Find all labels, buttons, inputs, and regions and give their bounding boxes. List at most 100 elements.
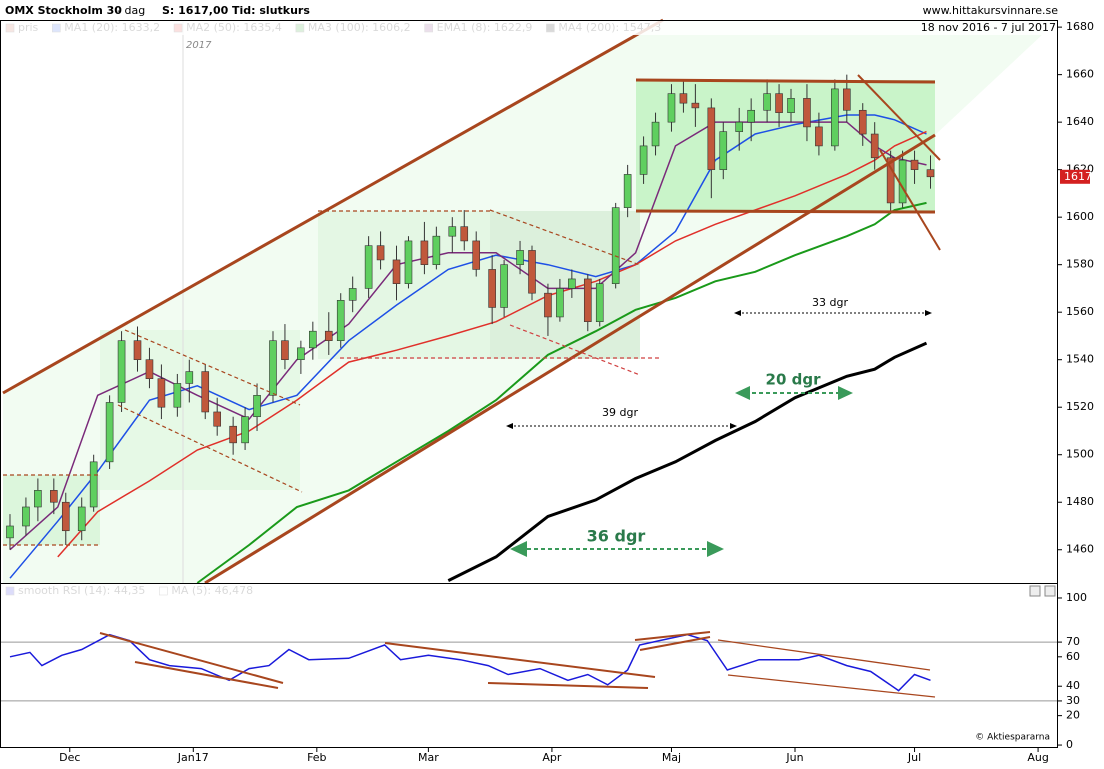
arrow-head	[734, 310, 741, 316]
candle-body	[173, 383, 182, 408]
candle-body	[583, 278, 592, 322]
candle-body	[568, 278, 576, 289]
trend-line	[124, 329, 301, 406]
y-tick-label: 1540	[1066, 353, 1094, 366]
candle-body	[145, 359, 154, 380]
y-tick-label: 1480	[1066, 495, 1094, 508]
x-tick-label: Mar	[418, 751, 439, 764]
candle-body	[735, 121, 744, 132]
candle-body	[611, 207, 620, 284]
candle-body	[544, 292, 552, 318]
trend-line	[635, 209, 936, 214]
candle-body	[926, 169, 935, 178]
title: OMX Stockholm 30	[5, 4, 122, 17]
candle-body	[747, 109, 755, 123]
arrow-head	[735, 386, 750, 400]
candle-body	[348, 288, 357, 301]
candle-body	[815, 126, 823, 147]
annotation: 36 dgr	[587, 527, 646, 546]
credit: © Aktiespararna	[975, 733, 1050, 743]
trend-line	[2, 18, 664, 395]
candle-body	[556, 288, 564, 318]
x-tick-label: Apr	[542, 751, 562, 764]
legend-bg	[1, 21, 1057, 35]
y-tick-label: 100	[1066, 591, 1087, 604]
candle-body	[787, 98, 795, 113]
x-tick-label: Jan17	[177, 751, 209, 764]
candle-body	[61, 501, 70, 532]
annotation: 33 dgr	[812, 296, 848, 309]
y-tick-label: 1640	[1066, 115, 1094, 128]
series-line	[9, 633, 931, 692]
arrow-head	[506, 423, 513, 429]
candle-body	[392, 259, 401, 284]
trend-line	[509, 324, 641, 376]
candle-body	[691, 102, 700, 109]
candle-body	[910, 159, 919, 170]
series-line	[9, 121, 927, 551]
candle-body	[500, 264, 508, 308]
last-price: S: 1617,00	[162, 4, 229, 17]
candle-body	[22, 506, 30, 527]
trend-line	[727, 674, 936, 698]
candle-body	[460, 226, 469, 242]
x-tick-label: Jul	[907, 751, 921, 764]
candle-body	[6, 525, 14, 539]
candle-body	[404, 240, 413, 284]
trend-line	[635, 78, 936, 84]
trend-line	[489, 209, 641, 266]
candle-body	[448, 226, 457, 237]
y-tick-label: 1660	[1066, 68, 1094, 81]
candle-body	[336, 300, 345, 341]
trend-line	[134, 661, 279, 689]
x-tick-label: Maj	[662, 751, 681, 764]
candle-body	[803, 98, 811, 128]
y-tick-label: 1580	[1066, 258, 1094, 271]
candle-body	[281, 340, 289, 361]
arrow-head	[730, 423, 737, 429]
arrow-head	[925, 310, 932, 316]
candle-body	[309, 330, 317, 349]
y-tick-label: 1520	[1066, 400, 1094, 413]
annotation: 20 dgr	[766, 371, 822, 389]
y-tick-label: 1680	[1066, 20, 1094, 33]
trend-line	[634, 631, 711, 641]
site: www.hittakursvinnare.se	[923, 4, 1059, 17]
candle-body	[831, 88, 839, 147]
candle-body	[719, 131, 728, 170]
trend-line	[857, 74, 941, 161]
candle-body	[269, 340, 277, 396]
legend-bg	[1, 584, 1057, 598]
range: 18 nov 2016 - 7 jul 2017	[921, 21, 1056, 34]
candle-body	[528, 250, 536, 294]
candle-body	[623, 174, 632, 208]
x-tick-label: Feb	[307, 751, 326, 764]
arrow-head	[510, 541, 527, 557]
arrow-head	[707, 541, 724, 557]
trend-line	[717, 639, 931, 671]
candle-body	[858, 109, 867, 135]
trend-lines	[2, 18, 941, 698]
frame	[0, 20, 1058, 748]
candle-body	[516, 250, 524, 265]
candle-body	[297, 347, 305, 361]
y-tick-label: 40	[1066, 679, 1080, 692]
candle-body	[886, 157, 895, 204]
candle-body	[89, 461, 98, 508]
icon[interactable]	[1044, 585, 1056, 597]
y-tick-label: 1560	[1066, 305, 1094, 318]
y-tick-label: 20	[1066, 709, 1080, 722]
trend-line	[639, 636, 711, 651]
candle-body	[201, 371, 210, 413]
candle-body	[241, 416, 249, 444]
y-tick-label: 1600	[1066, 210, 1094, 223]
candle-body	[420, 240, 429, 265]
y-tick-label: 60	[1066, 650, 1080, 663]
year-label: 2017	[186, 40, 212, 51]
arrow-head	[838, 386, 853, 400]
y-tick-label: 30	[1066, 694, 1080, 707]
trend-line	[99, 632, 284, 684]
candle-body	[775, 93, 783, 113]
icon[interactable]	[1029, 585, 1041, 597]
